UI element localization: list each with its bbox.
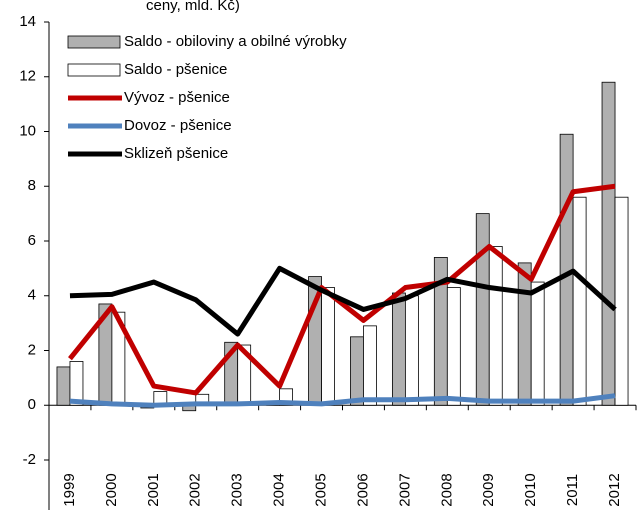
legend-swatch — [67, 63, 121, 77]
bar — [517, 262, 532, 406]
line — [68, 183, 616, 396]
bar — [475, 213, 490, 406]
y-tick-label: 10 — [19, 122, 36, 139]
bar — [69, 361, 84, 406]
bar — [391, 292, 406, 406]
y-tick-label: 6 — [28, 232, 36, 249]
legend-label: Sklizeň pšenice — [124, 145, 228, 162]
bar — [614, 196, 629, 406]
bar — [488, 246, 503, 406]
y-tick-label: 12 — [19, 68, 36, 85]
x-tick-label: 2003 — [229, 473, 246, 506]
bar — [404, 295, 419, 406]
y-tick-label: 2 — [28, 341, 36, 358]
x-tick-label: 2004 — [271, 473, 288, 506]
x-tick-label: 2007 — [396, 473, 413, 506]
x-tick-label: 2001 — [145, 473, 162, 506]
bar — [321, 287, 335, 406]
legend-label: Dovoz - pšenice — [124, 117, 232, 134]
y-tick-label: 4 — [28, 287, 36, 304]
y-tick-label: 14 — [19, 13, 36, 30]
y-tick-label: -2 — [23, 451, 36, 468]
bar — [350, 336, 364, 406]
bar — [572, 196, 587, 406]
x-tick-label: 2005 — [313, 473, 330, 506]
x-tick-label: 2000 — [103, 473, 120, 506]
legend-label: Saldo - obiloviny a obilné výrobky — [124, 33, 347, 50]
legend-label: Vývoz - pšenice — [124, 89, 230, 106]
bar — [601, 81, 616, 406]
x-tick-label: 2010 — [522, 473, 539, 506]
line — [69, 393, 616, 408]
bar — [446, 287, 461, 406]
y-tick-label: 8 — [28, 177, 36, 194]
x-tick-label: 2002 — [187, 473, 204, 506]
bar — [530, 281, 545, 406]
x-tick-label: 2009 — [480, 473, 497, 506]
bar — [56, 366, 71, 406]
x-tick-label: 1999 — [61, 473, 78, 506]
chart-title: ceny, mld. Kč) — [146, 0, 240, 14]
bar — [363, 325, 377, 406]
y-tick-label: 0 — [28, 396, 36, 413]
legend-swatch — [67, 35, 121, 49]
x-tick-label: 2011 — [564, 474, 581, 506]
x-tick-label: 2006 — [354, 473, 371, 506]
x-tick-label: 2012 — [606, 473, 623, 506]
legend-label: Saldo - pšenice — [124, 61, 227, 78]
x-tick-label: 2008 — [438, 473, 455, 506]
line — [69, 265, 617, 337]
